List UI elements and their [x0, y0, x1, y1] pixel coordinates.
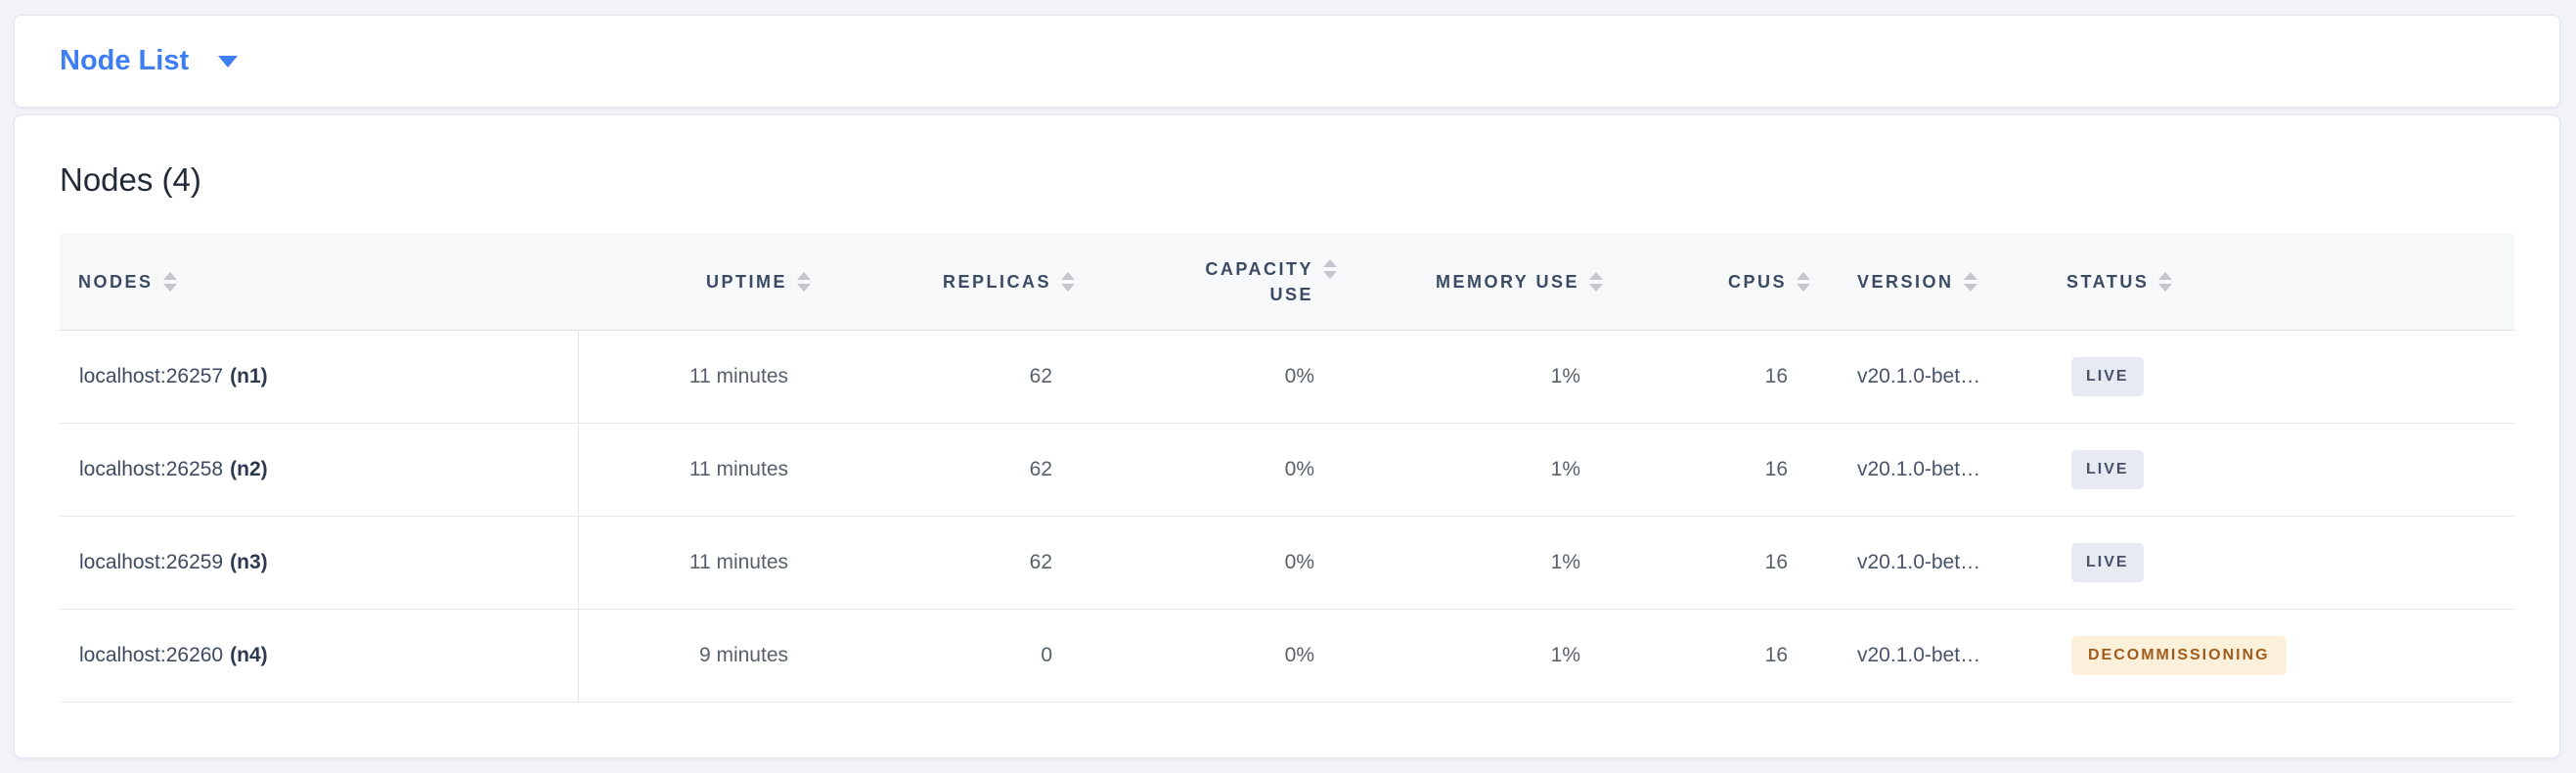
node-address: localhost:26259: [79, 550, 224, 573]
column-label: NODES: [78, 271, 154, 292]
memory-use-cell: 1%: [1550, 364, 1580, 387]
node-address: localhost:26258: [79, 457, 224, 480]
sort-icon: [2158, 271, 2173, 292]
uptime-cell: 9 minutes: [578, 609, 813, 702]
sort-icon: [162, 271, 177, 292]
cpus-cell: 16: [1764, 457, 1788, 480]
table-body: localhost:26257 (n1) 11 minutes 62 0% 1% 16 v20…: [60, 330, 2516, 703]
column-header-status[interactable]: STATUS: [2047, 269, 2516, 295]
node-id: (n1): [230, 364, 268, 387]
capacity-use-cell: 0%: [1284, 550, 1314, 573]
replicas-cell: 62: [1029, 457, 1052, 480]
caret-down-icon: [218, 55, 239, 68]
node-address-cell[interactable]: localhost:26260 (n4): [60, 610, 578, 702]
view-selector-bar: Node List: [14, 15, 2560, 108]
table-row[interactable]: localhost:26260 (n4) 9 minutes 0 0% 1% 16 v20.1…: [60, 609, 2516, 703]
status-badge: LIVE: [2071, 542, 2144, 582]
table-row[interactable]: localhost:26257 (n1) 11 minutes 62 0% 1% 16 v20…: [60, 330, 2516, 424]
nodes-count-title: Nodes (4): [60, 161, 201, 198]
column-header-memory_use[interactable]: MEMORY USE: [1339, 269, 1605, 295]
column-label: REPLICAS: [942, 271, 1051, 292]
table-row[interactable]: localhost:26259 (n3) 11 minutes 62 0% 1% 16 v20…: [60, 516, 2516, 610]
memory-use-cell: 1%: [1550, 643, 1580, 666]
version-cell: v20.1.0-bet…: [1857, 550, 1981, 573]
status-cell: LIVE: [2047, 424, 2516, 516]
table-row[interactable]: localhost:26258 (n2) 11 minutes 62 0% 1% 16 v20…: [60, 423, 2516, 517]
sort-icon: [1323, 258, 1337, 279]
sort-icon: [797, 271, 811, 292]
node-address: localhost:26257: [79, 364, 224, 387]
version-cell: v20.1.0-bet…: [1857, 457, 1981, 480]
view-selector-dropdown[interactable]: Node List: [60, 45, 239, 77]
replicas-cell: 0: [1041, 643, 1052, 666]
view-selector-label: Node List: [60, 45, 190, 76]
capacity-use-cell: 0%: [1284, 364, 1314, 387]
capacity-use-cell: 0%: [1284, 643, 1314, 666]
table-header-row: NODES UPTIME REPLICAS CAPACITY USE MEMORY US…: [60, 233, 2516, 331]
status-badge: LIVE: [2071, 356, 2144, 396]
node-address-cell[interactable]: localhost:26259 (n3): [60, 517, 578, 609]
status-cell: LIVE: [2047, 331, 2516, 423]
version-cell: v20.1.0-bet…: [1857, 643, 1981, 666]
cpus-cell: 16: [1764, 550, 1788, 573]
node-address-cell[interactable]: localhost:26257 (n1): [60, 331, 578, 423]
column-label: VERSION: [1857, 271, 1954, 292]
status-cell: DECOMMISSIONING: [2047, 610, 2516, 702]
column-label: STATUS: [2066, 271, 2150, 292]
column-label: MEMORY USE: [1435, 271, 1579, 292]
column-header-replicas[interactable]: REPLICAS: [813, 269, 1077, 295]
capacity-use-cell: 0%: [1284, 457, 1314, 480]
sort-icon: [1061, 271, 1075, 292]
column-header-uptime[interactable]: UPTIME: [578, 269, 813, 295]
column-header-cpus[interactable]: CPUS: [1605, 269, 1812, 295]
node-id: (n4): [230, 643, 268, 666]
nodes-card: Nodes (4) NODES UPTIME REPLICAS CAPACITY US…: [14, 114, 2560, 758]
column-header-nodes[interactable]: NODES: [60, 269, 578, 295]
node-id: (n3): [230, 550, 268, 573]
version-cell: v20.1.0-bet…: [1857, 364, 1981, 387]
sort-icon: [1589, 271, 1603, 292]
sort-icon: [1797, 271, 1810, 292]
column-header-capacity_use[interactable]: CAPACITY USE: [1077, 256, 1339, 307]
sort-icon: [1963, 271, 1977, 292]
column-header-version[interactable]: VERSION: [1812, 269, 2047, 295]
status-badge: LIVE: [2071, 449, 2144, 489]
node-address-cell[interactable]: localhost:26258 (n2): [60, 424, 578, 516]
replicas-cell: 62: [1029, 364, 1052, 387]
memory-use-cell: 1%: [1550, 457, 1580, 480]
replicas-cell: 62: [1029, 550, 1052, 573]
cpus-cell: 16: [1764, 643, 1788, 666]
node-id: (n2): [230, 457, 268, 480]
column-label: CPUS: [1727, 271, 1787, 292]
memory-use-cell: 1%: [1550, 550, 1580, 573]
node-address: localhost:26260: [79, 643, 224, 666]
column-label: UPTIME: [705, 271, 787, 292]
status-badge: DECOMMISSIONING: [2071, 635, 2287, 675]
uptime-cell: 11 minutes: [578, 330, 813, 423]
status-cell: LIVE: [2047, 517, 2516, 609]
uptime-cell: 11 minutes: [578, 516, 813, 609]
column-label: CAPACITY USE: [1205, 258, 1313, 304]
nodes-table: NODES UPTIME REPLICAS CAPACITY USE MEMORY US…: [60, 233, 2516, 703]
cpus-cell: 16: [1764, 364, 1788, 387]
uptime-cell: 11 minutes: [578, 423, 813, 516]
